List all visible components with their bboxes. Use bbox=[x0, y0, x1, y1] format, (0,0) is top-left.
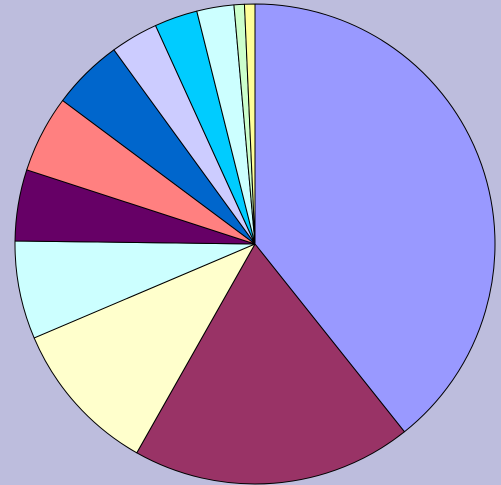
pie-slice bbox=[243, 3, 256, 245]
pie-slice bbox=[254, 3, 496, 433]
pie-slice bbox=[136, 243, 405, 485]
pie-slice bbox=[33, 243, 256, 454]
